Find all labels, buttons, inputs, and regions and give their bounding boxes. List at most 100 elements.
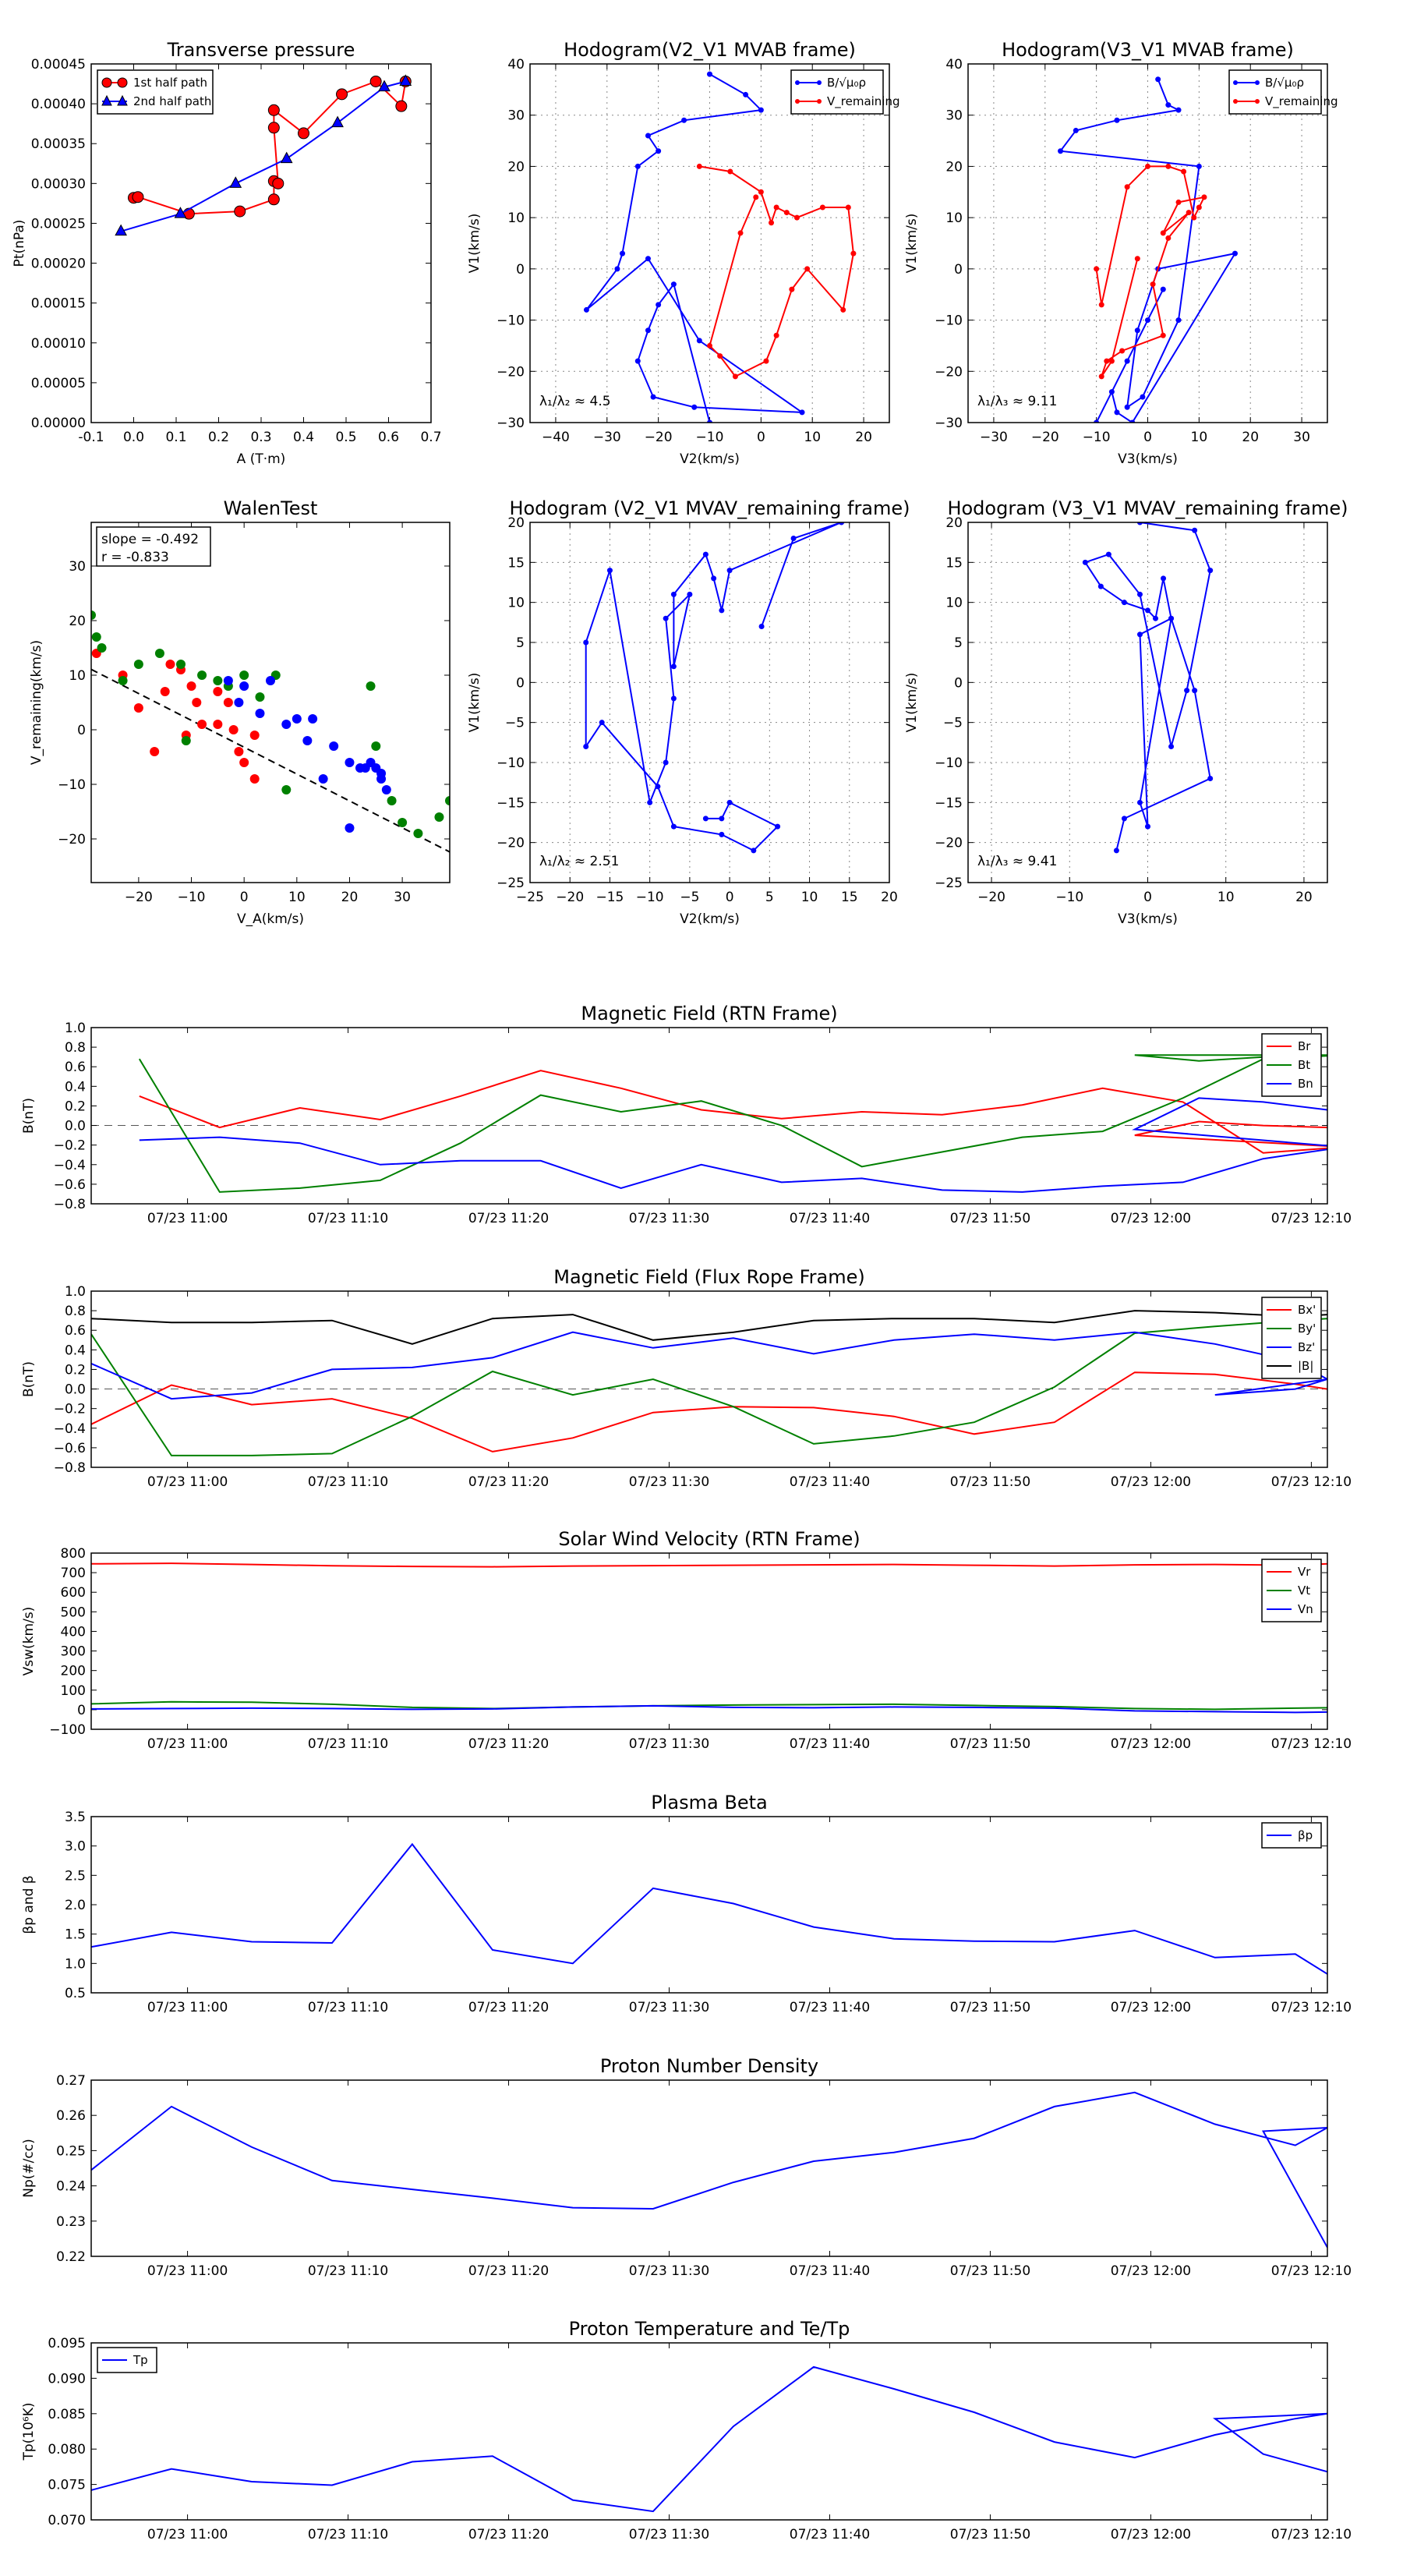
data-point [743,91,749,97]
x-tick-label: 07/23 11:20 [468,1474,549,1490]
data-point [133,703,143,713]
x-tick-label: −10 [636,890,664,905]
x-tick-label: −20 [1031,430,1059,445]
x-tick-label: −30 [980,430,1008,445]
y-tick-label: 0.8 [65,1040,86,1056]
y-tick-label: 0.27 [56,2073,86,2089]
plot-area [115,74,412,236]
legend: Br Bt Bn [1261,1033,1322,1097]
data-point [1124,404,1130,410]
x-tick-label: −20 [977,890,1005,905]
y-tick-label: 0.5 [65,1986,86,2001]
x-axis-label: V3(km/s) [1118,451,1178,467]
data-point [1191,214,1197,221]
y-tick-label: 0.26 [56,2108,86,2124]
data-point [1108,358,1115,364]
data-point [737,230,744,236]
data-point [1124,184,1130,190]
axes-frame [967,522,1328,883]
x-tick-label: −30 [593,430,621,445]
fit-line [91,668,450,853]
x-axis-label: A (T·m) [237,451,286,467]
y-tick-label: 0.00010 [31,336,86,352]
x-tick-label: 07/23 12:10 [1271,2263,1352,2279]
data-point [1165,102,1172,108]
data-point [132,191,144,203]
panel-p_np: 07/23 11:00 07/23 11:10 07/23 11:20 07/23 1… [21,2055,1352,2279]
chart-title: WalenTest [224,497,318,519]
data-point [1121,600,1127,606]
axes-frame [90,2079,1328,2257]
x-tick-label: 07/23 11:10 [308,1211,388,1226]
y-tick-label: −10 [935,313,963,329]
x-tick-label: 07/23 12:00 [1111,1211,1191,1226]
data-point [1168,743,1175,749]
data-point [1150,281,1156,288]
panel-p_walen: −20 −10 0 10 20 30 −20 −10 0 10 20 30 WalenTest V_A(k… [29,497,451,927]
y-tick-label: −0.2 [54,1402,86,1417]
data-point [1160,286,1166,292]
data-point [399,74,412,86]
data-point [255,709,265,718]
x-tick-label: 0 [757,430,765,445]
y-tick-label: −0.6 [54,1177,86,1193]
data-point [1145,317,1150,324]
y-tick-label: 0 [516,675,525,691]
data-point [376,769,387,778]
legend-label: V_remaining [1265,94,1338,109]
y-tick-label: 40 [507,57,525,73]
panel-p_tp: -0.1 0.0 0.1 0.2 0.3 0.4 0.5 0.6 0.7 0.00000 0.000… [12,39,442,467]
data-point [655,784,661,790]
y-tick-label: 30 [69,559,86,575]
axes-frame [529,522,890,883]
chart-title: Hodogram(V3_V1 MVAB frame) [1002,39,1294,61]
y-tick-label: −20 [497,364,525,380]
data-point [845,204,851,211]
eigen-ratio-label: λ₁/λ₃ ≈ 9.11 [977,394,1057,409]
series-line-Bt [138,1054,1327,1193]
data-point [670,823,677,830]
x-tick-label: −20 [556,890,584,905]
chart-title: Magnetic Field (RTN Frame) [581,1003,837,1024]
y-tick-label: 20 [507,515,525,531]
legend-label: Vn [1298,1602,1313,1616]
plot-area [91,2091,1327,2249]
y-axis-label: Pt(nPa) [12,220,27,267]
data-point [249,731,260,740]
x-tick-label: 20 [855,430,872,445]
y-tick-label: 10 [69,668,86,684]
legend-marker [817,99,822,104]
legend-label: βp [1298,1828,1313,1842]
x-tick-label: 07/23 12:10 [1271,2000,1352,2015]
data-point [1161,575,1167,582]
y-axis-label: V1(km/s) [904,673,920,733]
legend-box [1261,1297,1322,1379]
y-tick-label: 500 [61,1605,86,1620]
data-point [599,720,605,726]
panel-p_vsw: 07/23 11:00 07/23 11:10 07/23 11:20 07/23 1… [21,1528,1352,1752]
x-tick-label: −40 [542,430,570,445]
data-point [1124,358,1130,364]
y-tick-label: 5 [954,635,963,651]
data-point [267,104,280,116]
series-line-B/√μ₀ρ [1058,79,1237,423]
legend-label: B/√μ₀ρ [827,76,866,90]
chart-title: Plasma Beta [651,1792,767,1813]
y-tick-label: 0 [77,723,86,738]
y-axis-label: V1(km/s) [467,673,482,733]
y-tick-label: 3.5 [65,1810,86,1825]
x-tick-label: 07/23 11:00 [147,2000,228,2015]
y-tick-label: −30 [497,416,525,431]
axes-frame [90,1290,1328,1468]
data-point [1113,847,1119,854]
y-tick-label: −20 [58,832,86,847]
plot-area [91,2365,1327,2513]
data-point [133,660,143,669]
legend-label: By' [1298,1322,1316,1336]
y-axis-label: V1(km/s) [467,214,482,274]
x-tick-label: 07/23 11:20 [468,2527,549,2542]
data-point [302,736,313,745]
y-tick-label: 10 [945,211,963,226]
data-point [154,649,164,658]
data-point [91,610,96,620]
